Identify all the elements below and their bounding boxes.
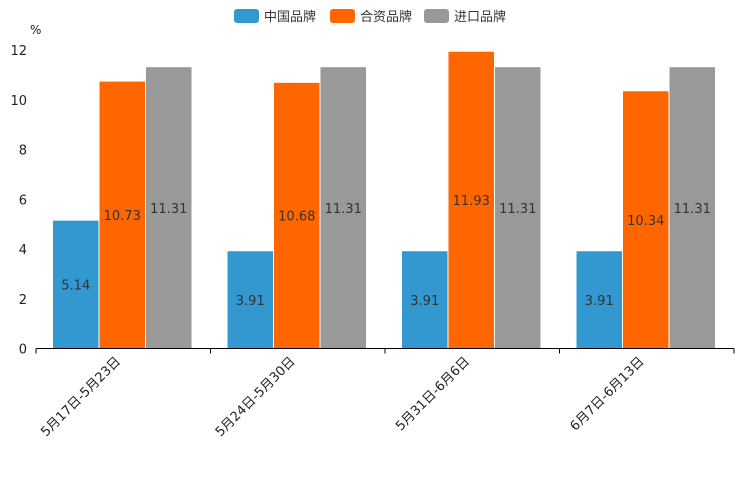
legend-label: 进口品牌 xyxy=(454,9,506,25)
data-labels: 5.14 10.73 11.31 3.91 10.68 11.31 3.91 11.93 11.… xyxy=(61,194,711,309)
x-tick-label: 5月31日-6月6日 xyxy=(393,354,473,434)
bar xyxy=(274,82,320,349)
y-tick-label: 4 xyxy=(19,243,27,258)
bar-value-label: 11.93 xyxy=(453,194,490,209)
legend: 中国品牌 合资品牌 进口品牌 xyxy=(234,9,506,25)
bar-value-label: 3.91 xyxy=(585,294,614,309)
legend-label: 中国品牌 xyxy=(264,9,316,25)
bar xyxy=(448,51,494,349)
y-tick-label: 8 xyxy=(19,144,27,159)
y-tick-label: 12 xyxy=(10,44,27,59)
y-axis: 0 2 4 6 8 10 12 xyxy=(10,44,27,358)
bar xyxy=(146,67,192,349)
bar-value-label: 11.31 xyxy=(325,202,362,217)
y-tick-label: 2 xyxy=(19,293,27,308)
bar xyxy=(99,81,145,349)
x-tick-label: 5月24日-5月30日 xyxy=(213,354,299,440)
bar xyxy=(669,67,715,349)
bar xyxy=(576,251,622,349)
bar-value-label: 11.31 xyxy=(150,202,187,217)
bar-value-label: 5.14 xyxy=(61,279,90,294)
bars xyxy=(53,51,715,349)
bar xyxy=(495,67,541,349)
legend-swatch xyxy=(424,9,449,23)
y-tick-label: 6 xyxy=(19,193,27,208)
bar-value-label: 10.73 xyxy=(104,209,141,224)
bar xyxy=(623,91,669,349)
bar xyxy=(227,251,273,349)
legend-swatch xyxy=(330,9,355,23)
y-tick-label: 0 xyxy=(19,343,27,358)
bar-value-label: 11.31 xyxy=(499,202,536,217)
bar-value-label: 3.91 xyxy=(236,294,265,309)
bar-value-label: 10.68 xyxy=(278,210,315,225)
y-axis-unit: % xyxy=(30,23,41,37)
bar xyxy=(53,220,99,349)
bar-value-label: 11.31 xyxy=(674,202,711,217)
bar xyxy=(402,251,448,349)
bar xyxy=(320,67,366,349)
y-tick-label: 10 xyxy=(10,94,27,109)
legend-swatch xyxy=(234,9,259,23)
bar-value-label: 10.34 xyxy=(627,214,664,229)
x-tick-label: 5月17日-5月23日 xyxy=(38,354,124,440)
legend-label: 合资品牌 xyxy=(360,9,412,25)
x-axis: 5月17日-5月23日 5月24日-5月30日 5月31日-6月6日 6月7日-6月1… xyxy=(35,348,735,440)
x-tick-label: 6月7日-6月13日 xyxy=(568,354,648,434)
bar-value-label: 3.91 xyxy=(410,294,439,309)
